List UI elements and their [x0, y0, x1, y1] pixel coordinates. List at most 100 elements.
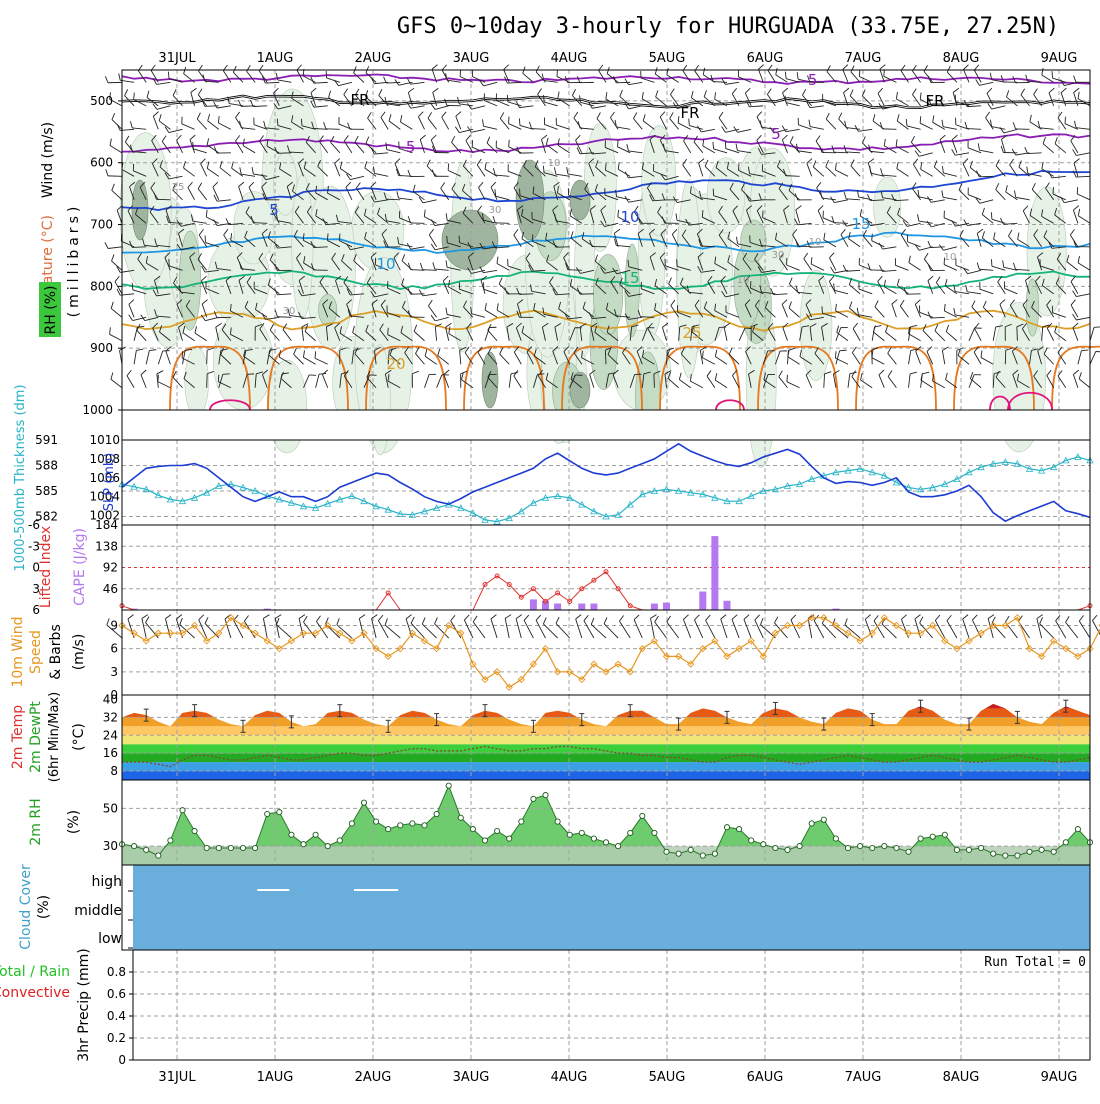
wind-barb-flag	[431, 104, 435, 110]
isotherm-label: FR	[680, 104, 699, 122]
upper-wind-barb	[514, 376, 521, 388]
upper-wind-barb	[387, 150, 401, 153]
upper-wind-barb	[846, 128, 860, 130]
wind-barb-flag	[218, 116, 219, 123]
wind-barb-flag	[157, 371, 163, 374]
upper-wind-barb	[931, 200, 945, 203]
upper-wind-barb	[882, 175, 896, 176]
wind-barb-flag	[577, 76, 580, 82]
wind-barb-flag	[485, 303, 486, 310]
wind-barb-flag	[418, 112, 423, 117]
cape-bar	[651, 604, 658, 610]
upper-wind-barb	[895, 265, 908, 270]
date-label-bottom: 6AUG	[747, 1070, 784, 1085]
upper-wind-barb	[786, 79, 800, 83]
wind10-barb	[146, 623, 159, 638]
upper-wind-barb	[442, 117, 449, 129]
upper-wind-barb	[749, 106, 763, 107]
wind-barb-flag	[1005, 616, 1009, 622]
wind-barb-flag	[737, 237, 738, 244]
wind-barb-flag	[879, 370, 884, 375]
wind-barb-flag	[1003, 260, 1004, 267]
wind-barb-flag	[329, 91, 331, 98]
wind-barb-flag	[884, 139, 885, 146]
ylabel-rh: RH (%)	[43, 286, 59, 335]
wind-barb-flag	[604, 617, 607, 623]
upper-wind-barb	[947, 72, 957, 82]
wind-barb-flag	[1078, 209, 1079, 216]
upper-wind-barb	[694, 142, 703, 153]
wind-barb-flag	[1013, 122, 1015, 129]
wind-barb-flag	[195, 326, 197, 333]
upper-wind-barb	[112, 261, 122, 270]
wind-barb-flag	[491, 182, 496, 187]
upper-wind-barb	[992, 219, 1005, 223]
upper-wind-barb	[1040, 128, 1054, 130]
upper-wind-barb	[851, 166, 860, 177]
wind-barb-flag	[1000, 218, 1003, 224]
cloud-ylabels: Cloud Cover (%)	[18, 864, 52, 950]
upper-wind-barb	[908, 334, 920, 341]
wind-barb-flag	[311, 101, 314, 107]
wind-barb-flag	[702, 210, 703, 217]
wind-barb-flag	[479, 182, 484, 187]
wind-barb-flag	[541, 135, 547, 139]
wind-barb-flag	[707, 370, 711, 376]
wind-barb-flag	[446, 213, 447, 220]
upper-wind-barb	[424, 217, 436, 224]
upper-wind-barb	[1076, 153, 1090, 156]
wind-barb-flag	[584, 615, 588, 620]
wind-barb-flag	[835, 351, 836, 358]
upper-wind-barb	[132, 128, 146, 129]
wind-barb-flag	[721, 615, 726, 619]
wind-barb-flag	[940, 135, 945, 140]
wind-barb-flag	[936, 277, 940, 283]
wind10-barb	[591, 624, 606, 638]
wind-barb-flag	[942, 166, 943, 173]
upper-wind-barb	[201, 164, 207, 177]
ylabel-li: Lifted Index	[38, 526, 54, 608]
wind-barb-flag	[147, 91, 149, 98]
wind-barb-flag	[804, 253, 808, 259]
wind-barb-flag	[206, 210, 207, 217]
upper-wind-barb	[851, 72, 860, 83]
ylabel-wind: Wind (m/s)	[40, 122, 56, 198]
wind-barb-flag	[275, 615, 281, 619]
rh2m-marker	[144, 847, 149, 852]
wind-barb-flag	[386, 143, 387, 150]
wind-barb-flag	[817, 182, 821, 187]
temp-band	[122, 735, 1090, 744]
wind-barb-flag	[789, 278, 792, 284]
upper-wind-barb	[923, 331, 933, 341]
upper-wind-barb	[955, 292, 969, 294]
upper-wind-barb	[304, 375, 310, 388]
wind-barb-flag	[406, 615, 411, 619]
wind-barb-flag	[739, 163, 740, 170]
wind-barb-flag	[536, 66, 539, 72]
upper-wind-barb	[1074, 93, 1078, 106]
rh2m-marker	[797, 844, 802, 849]
wind-barb-flag	[987, 88, 992, 93]
wind-barb-flag	[857, 308, 858, 315]
wind-barb-flag	[497, 257, 498, 264]
rh2m-marker	[543, 793, 548, 798]
upper-wind-barb	[943, 247, 957, 250]
upper-wind-barb	[423, 294, 437, 296]
rh-ylabels: 2m RH (%)	[28, 798, 82, 845]
wind10-barb	[464, 620, 473, 638]
wind-barb-flag	[802, 89, 805, 95]
wind-barb-flag	[1008, 230, 1011, 236]
upper-wind-barb	[1078, 216, 1090, 224]
rh2m-marker	[180, 808, 185, 813]
wind-barb-flag	[988, 103, 992, 109]
upper-wind-barb	[411, 82, 425, 84]
wind-barb-flag	[947, 66, 950, 72]
wind-barb-flag	[414, 325, 417, 332]
wind-barb-flag	[897, 279, 899, 286]
wind-barb-flag	[679, 373, 681, 380]
upper-wind-barb	[429, 235, 436, 247]
upper-wind-barb	[459, 104, 473, 106]
wind-barb-flag	[896, 92, 897, 99]
upper-bottom-strip	[122, 410, 1090, 440]
wind10-barb	[1066, 622, 1078, 638]
